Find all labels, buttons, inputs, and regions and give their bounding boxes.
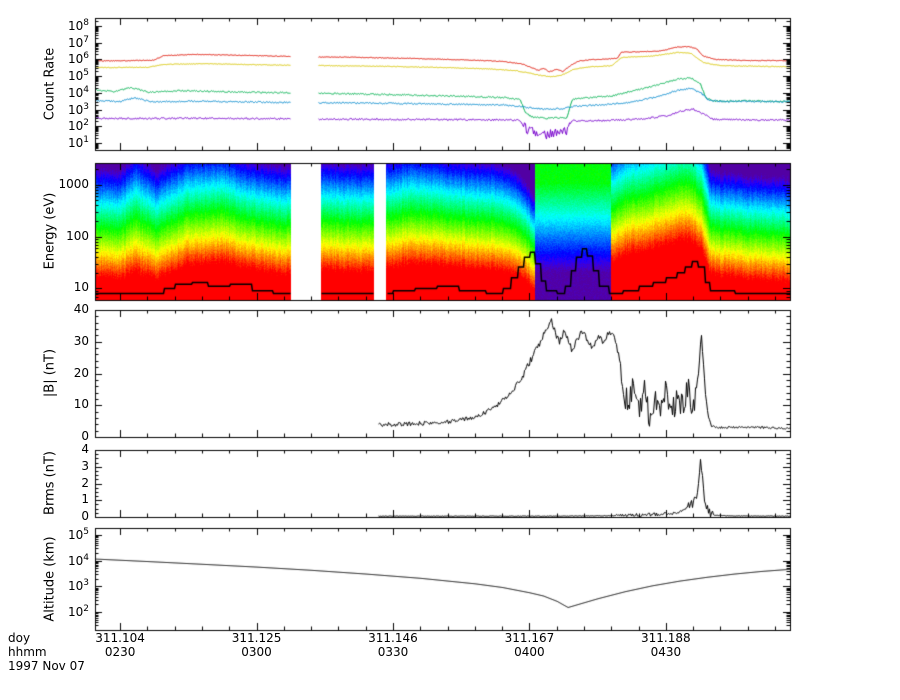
xtick-hhmm-label: 0430	[650, 645, 682, 659]
bmag-ytick-label: 20	[73, 365, 89, 380]
count-rate-ytick-label: 106	[67, 51, 89, 67]
altitude-ytick-label: 105	[67, 526, 89, 542]
xtick-hhmm-label: 0330	[377, 645, 409, 659]
brms-ytick-label: 3	[81, 458, 89, 473]
xtick-doy-label: 311.146	[368, 631, 418, 645]
brms-axis-label: Brms (nT)	[42, 451, 58, 515]
energy-ytick-label: 1000	[58, 176, 89, 191]
energy-ytick-label: 10	[73, 280, 89, 295]
hhmm-row-label: hhmm	[8, 645, 47, 659]
xtick-doy-label: 311.167	[504, 631, 555, 645]
xtick-doy-label: 311.125	[231, 631, 282, 645]
count-rate-ytick-label: 102	[67, 118, 89, 134]
xtick-hhmm-label: 0300	[241, 645, 272, 659]
date-label: 1997 Nov 07	[8, 659, 85, 673]
doy-row-label: doy	[8, 631, 31, 645]
brms-ytick-label: 1	[81, 492, 89, 507]
brms-ytick-label: 2	[81, 475, 89, 490]
xtick-doy-label: 311.188	[641, 631, 691, 645]
count-rate-ytick-label: 104	[67, 84, 89, 100]
altitude-ytick-label: 104	[67, 552, 89, 568]
count-rate-ytick-label: 107	[67, 34, 89, 50]
bmag-ytick-label: 30	[73, 333, 89, 348]
count-rate-ytick-label: 105	[67, 68, 89, 84]
brms-ytick-label: 4	[81, 442, 89, 456]
bmag-ytick-label: 40	[73, 302, 89, 316]
energy-axis-label: Energy (eV)	[42, 192, 58, 270]
xtick-doy-label: 311.104	[95, 631, 145, 645]
bmag-axis-label: |B| (nT)	[42, 348, 58, 398]
altitude-ytick-label: 103	[67, 578, 89, 594]
energy-ytick-label: 100	[66, 228, 89, 243]
bmag-ytick-label: 10	[73, 397, 89, 412]
count-rate-ytick-label: 101	[67, 134, 89, 150]
count-rate-ytick-label: 108	[67, 17, 89, 33]
xtick-hhmm-label: 0230	[104, 645, 136, 659]
bmag-ytick-label: 0	[81, 429, 89, 443]
altitude-ytick-label: 102	[67, 604, 89, 620]
altitude-axis-label: Altitude (km)	[42, 536, 58, 622]
count-rate-axis-label: Count Rate	[42, 47, 58, 121]
count-rate-ytick-label: 103	[67, 101, 89, 117]
xtick-hhmm-label: 0400	[514, 645, 545, 659]
brms-ytick-label: 0	[81, 509, 89, 523]
